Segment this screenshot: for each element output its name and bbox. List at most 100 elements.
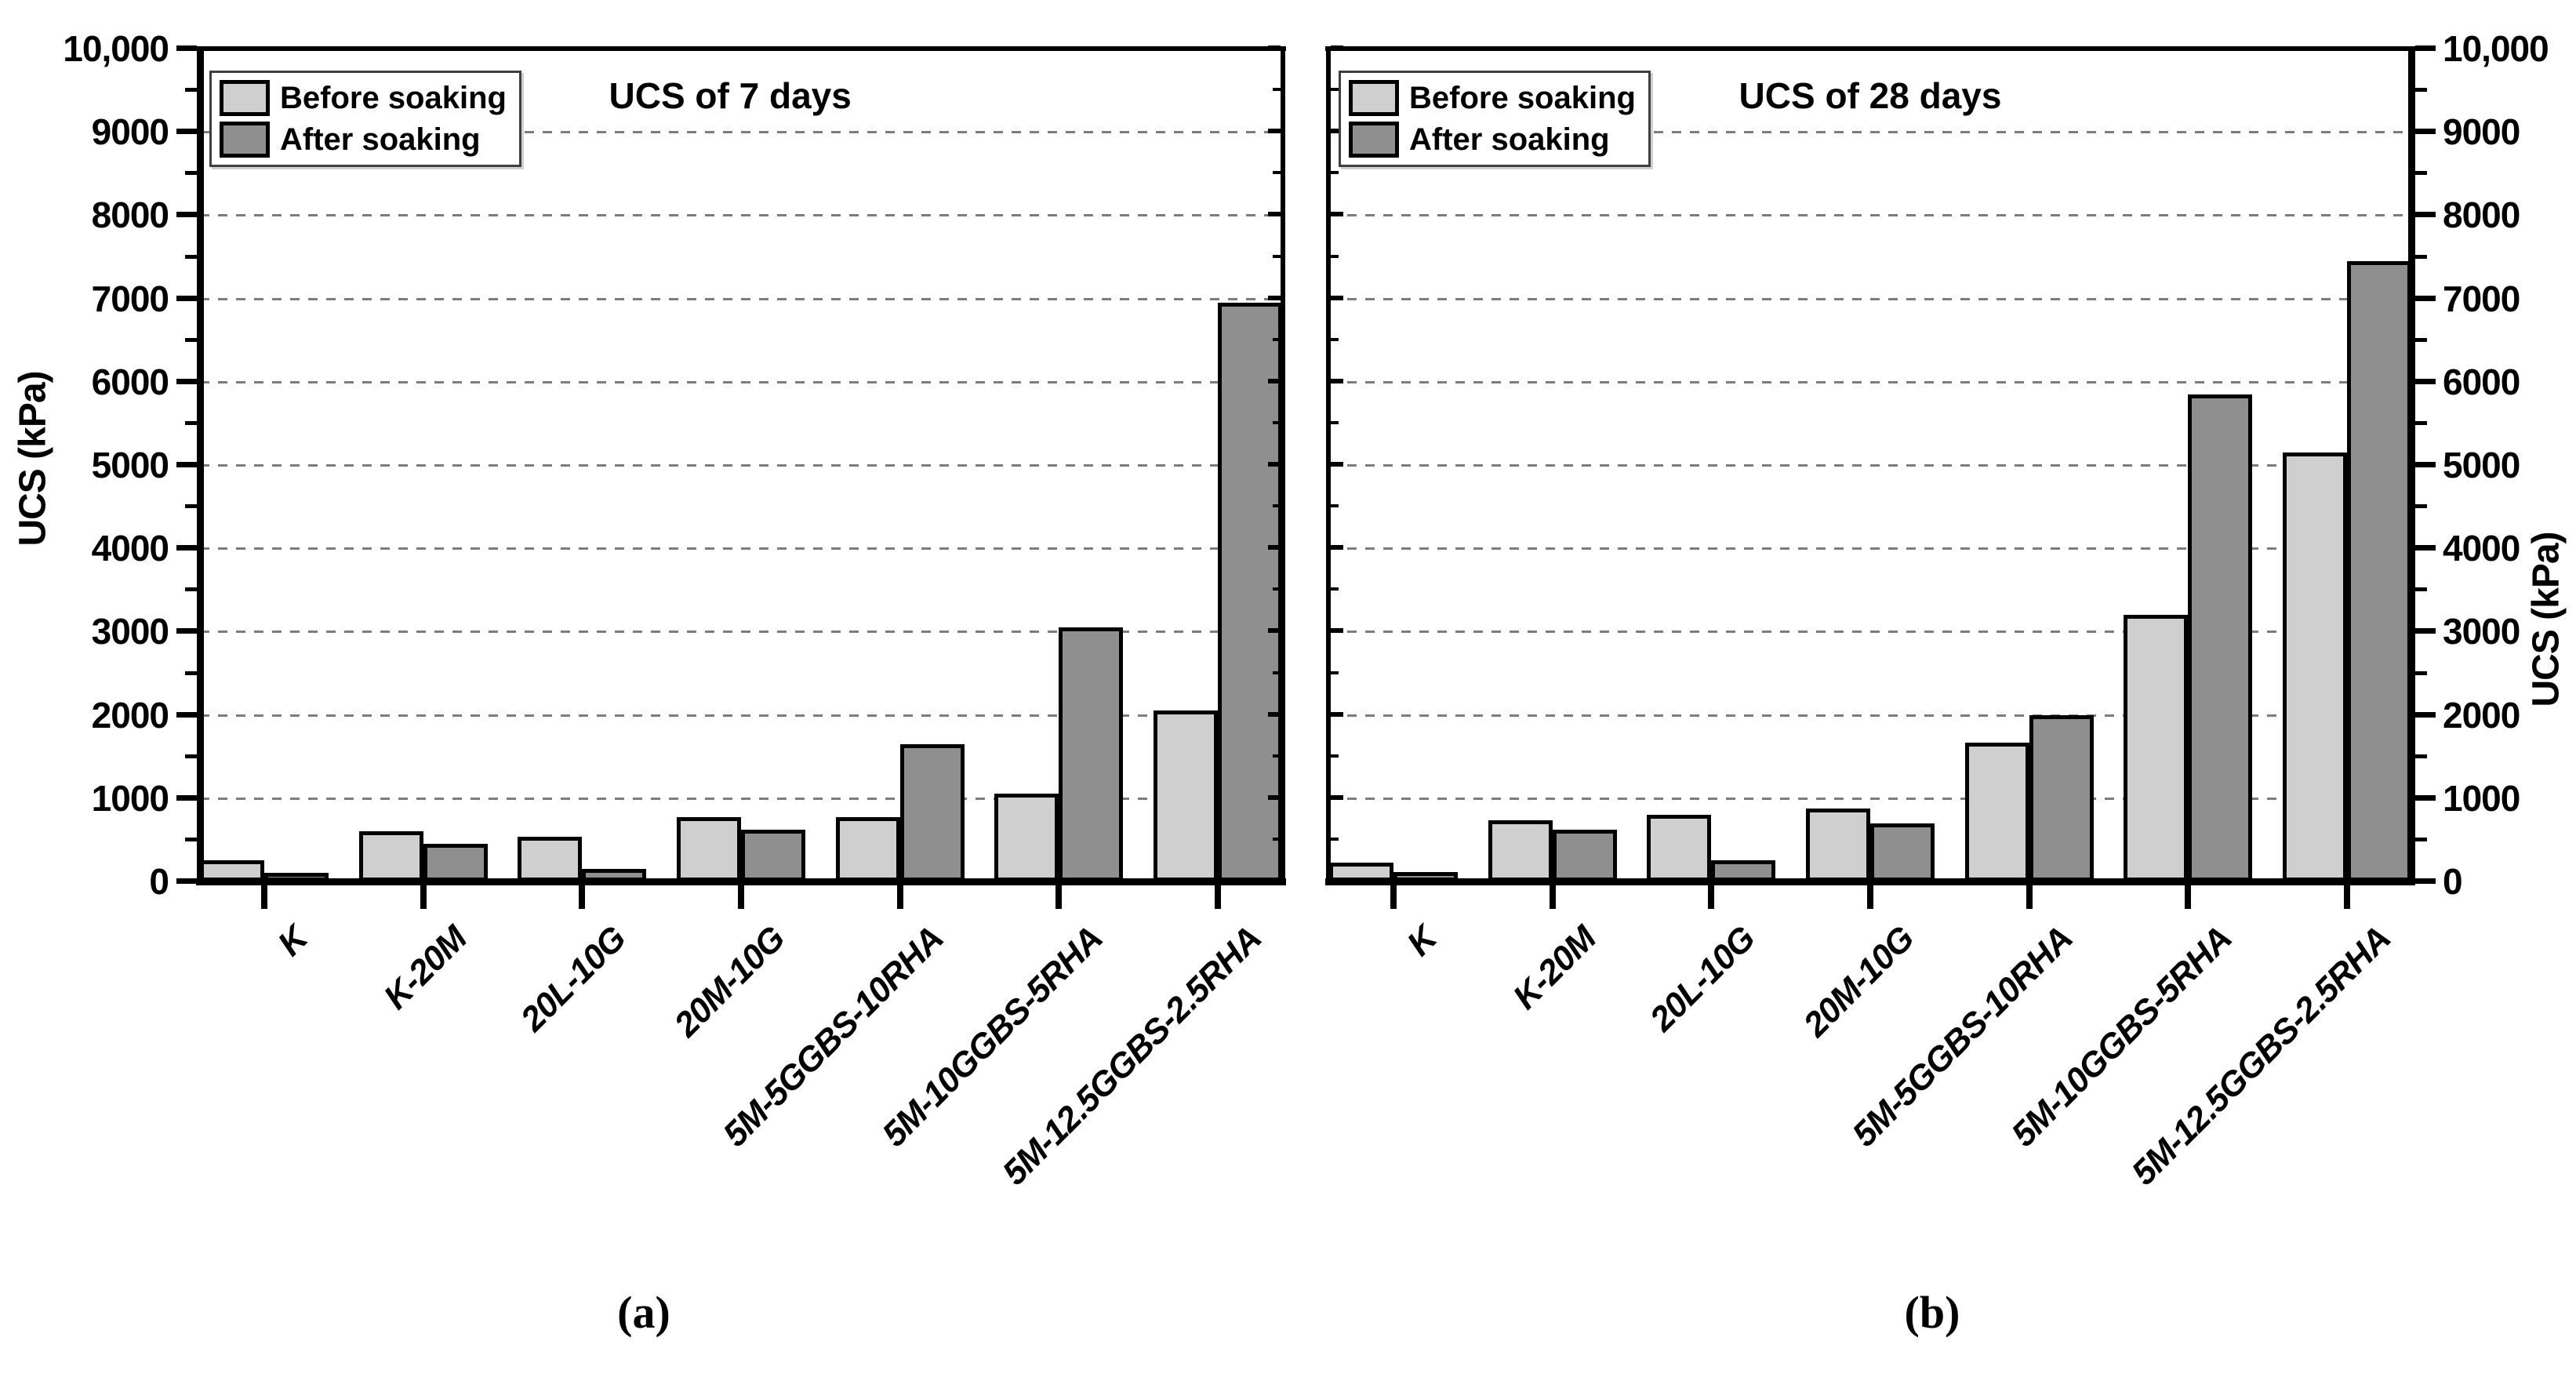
- x-tick-20L-10G: [579, 885, 585, 909]
- bar-after-5M-10GGBS-5RHA: [1059, 627, 1123, 881]
- y-tick-inner-9000: [1331, 129, 1343, 133]
- y-tick-left-8000: [176, 212, 197, 217]
- y-tick-inner-8500: [1273, 171, 1281, 174]
- y-tick-label-9000: 9000: [2443, 111, 2520, 153]
- gridline-4000: [1329, 547, 2411, 550]
- gridline-9000: [200, 131, 1282, 133]
- category-label-K-20M: K-20M: [376, 919, 474, 1017]
- y-tick-inner-4000: [1268, 545, 1281, 550]
- bar-after-5M-10GGBS-5RHA: [2188, 394, 2252, 881]
- x-tick-K-20M: [420, 885, 427, 909]
- bar-before-5M-5GGBS-10RHA: [1965, 743, 2029, 881]
- y-tick-label-8000: 8000: [2443, 194, 2520, 236]
- x-tick-5M-10GGBS-5RHA: [1055, 885, 1062, 909]
- y-tick-inner-9500: [1273, 88, 1281, 91]
- y-tick-right-5000: [2415, 462, 2436, 467]
- y-tick-inner-500: [1273, 838, 1281, 841]
- y-tick-left-4500: [185, 504, 197, 508]
- bar-after-5M-5GGBS-10RHA: [900, 744, 965, 881]
- y-tick-label-9000: 9000: [91, 111, 169, 153]
- gridline-9000: [1329, 131, 2411, 133]
- y-tick-inner-1500: [1273, 754, 1281, 758]
- y-tick-right-8500: [2415, 171, 2427, 175]
- y-tick-label-4000: 4000: [2443, 528, 2520, 569]
- gridline-7000: [1329, 298, 2411, 300]
- x-tick-5M-12.5GGBS-2.5RHA: [1215, 885, 1221, 909]
- y-tick-label-1000: 1000: [2443, 777, 2520, 819]
- y-tick-inner-9500: [1331, 88, 1339, 91]
- y-tick-label-0: 0: [149, 861, 169, 902]
- gridline-8000: [1329, 214, 2411, 216]
- y-tick-inner-3500: [1331, 587, 1339, 591]
- bar-after-K-20M: [1553, 830, 1617, 881]
- y-tick-right-8000: [2415, 212, 2436, 217]
- y-tick-inner-500: [1331, 838, 1339, 841]
- y-tick-inner-7500: [1273, 255, 1281, 258]
- gridline-6000: [1329, 381, 2411, 383]
- y-tick-right-5500: [2415, 421, 2427, 425]
- y-tick-inner-7000: [1268, 296, 1281, 300]
- gridline-3000: [1329, 631, 2411, 633]
- x-tick-20M-10G: [738, 885, 744, 909]
- y-tick-label-3000: 3000: [2443, 611, 2520, 652]
- axis-right: [1281, 46, 1285, 885]
- y-tick-right-2000: [2415, 712, 2436, 718]
- legend-label-after: After soaking: [1409, 122, 1610, 157]
- legend-swatch-before: [1349, 80, 1399, 116]
- y-tick-label-5000: 5000: [91, 445, 169, 485]
- axis-top: [196, 46, 1286, 51]
- gridline-5000: [200, 464, 1282, 467]
- gridline-7000: [200, 298, 1282, 300]
- x-tick-20M-10G: [1867, 885, 1873, 909]
- category-label-20L-10G: 20L-10G: [513, 919, 633, 1039]
- legend-b: Before soaking After soaking: [1339, 71, 1651, 167]
- bar-before-5M-10GGBS-5RHA: [2124, 615, 2188, 881]
- x-tick-5M-12.5GGBS-2.5RHA: [2344, 885, 2350, 909]
- y-tick-label-5000: 5000: [2443, 445, 2520, 485]
- y-tick-right-3500: [2415, 587, 2427, 591]
- y-tick-left-6000: [176, 379, 197, 384]
- gridline-2000: [200, 714, 1282, 717]
- y-tick-left-3000: [176, 628, 197, 634]
- y-tick-inner-6500: [1331, 338, 1339, 341]
- legend-label-before: Before soaking: [280, 81, 507, 115]
- y-axis-title-a: UCS (kPa): [12, 371, 54, 547]
- y-tick-right-0: [2415, 878, 2436, 884]
- x-tick-5M-5GGBS-10RHA: [897, 885, 903, 909]
- category-label-K: K: [271, 919, 315, 964]
- bar-before-20L-10G: [1647, 815, 1711, 881]
- bar-after-K-20M: [423, 844, 488, 881]
- bar-after-5M-12.5GGBS-2.5RHA: [2347, 261, 2411, 881]
- y-tick-inner-8000: [1331, 212, 1343, 216]
- y-tick-left-0: [176, 878, 197, 884]
- axis-top: [1325, 46, 2415, 51]
- y-tick-left-6500: [185, 338, 197, 342]
- y-tick-left-3500: [185, 587, 197, 591]
- y-tick-left-5500: [185, 421, 197, 425]
- gridline-2000: [1329, 714, 2411, 717]
- axis-bottom: [1325, 878, 2415, 885]
- bar-before-K-20M: [1488, 820, 1553, 881]
- gridline-1000: [1329, 798, 2411, 800]
- y-tick-inner-5000: [1268, 462, 1281, 467]
- y-tick-label-1000: 1000: [91, 777, 169, 819]
- category-label-5M-12.5GGBS-2.5RHA: 5M-12.5GGBS-2.5RHA: [994, 919, 1269, 1193]
- y-tick-right-4500: [2415, 504, 2427, 508]
- legend-a: Before soaking After soaking: [209, 71, 521, 167]
- y-tick-label-7000: 7000: [91, 278, 169, 319]
- y-tick-right-1000: [2415, 795, 2436, 801]
- bar-before-20M-10G: [1806, 809, 1870, 881]
- x-tick-K-20M: [1550, 885, 1556, 909]
- y-tick-label-10000: 10,000: [2443, 28, 2549, 69]
- bar-before-K-20M: [359, 831, 423, 881]
- y-tick-inner-5500: [1273, 421, 1281, 424]
- category-label-K: K: [1400, 919, 1444, 964]
- gridline-6000: [200, 381, 1282, 383]
- x-tick-K: [261, 885, 267, 909]
- caption-a: (a): [617, 1287, 670, 1338]
- legend-label-before: Before soaking: [1409, 81, 1636, 115]
- x-tick-5M-10GGBS-5RHA: [2185, 885, 2191, 909]
- y-tick-left-1000: [176, 795, 197, 801]
- y-tick-label-6000: 6000: [91, 361, 169, 402]
